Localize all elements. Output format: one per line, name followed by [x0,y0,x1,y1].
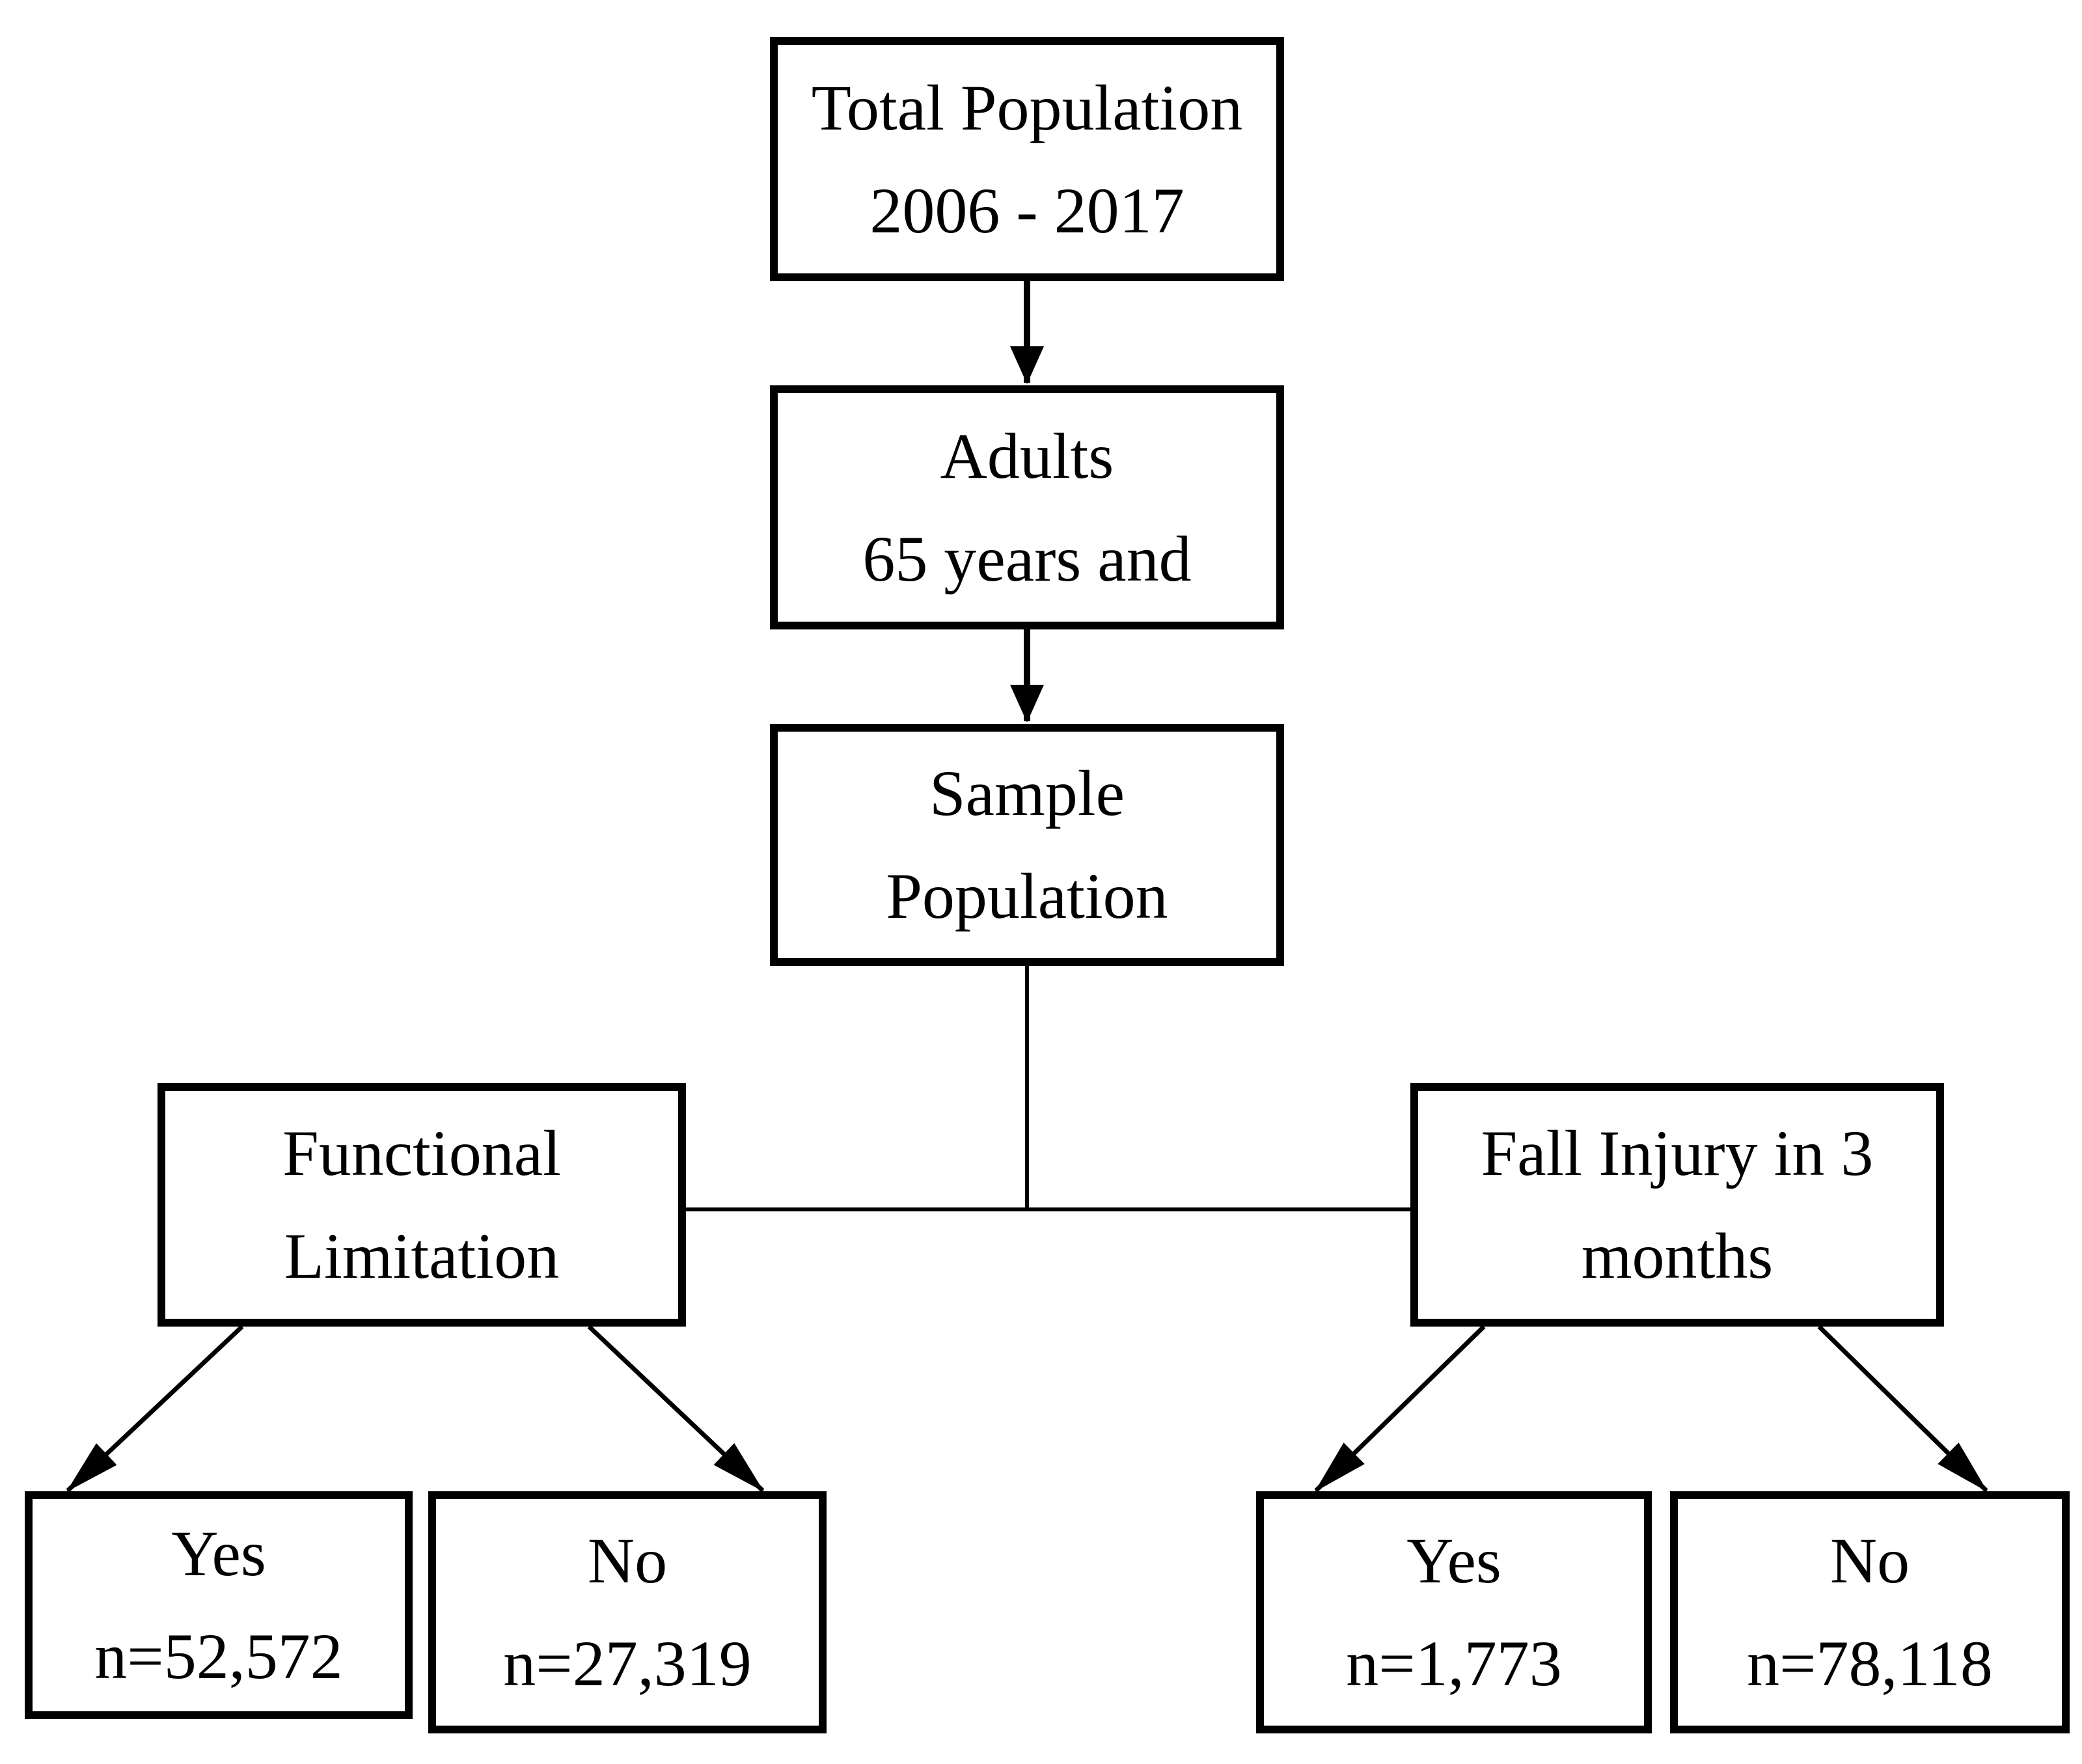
box-text-line: Fall Injury in 3 [1481,1117,1874,1189]
box-text-line: No [1829,1524,1910,1597]
arrow-fallinjury-to-no [1817,1325,1988,1493]
arrow-fallinjury-to-yes [1314,1325,1486,1493]
box-text-line: 2006 - 2017 [870,174,1185,247]
box-text-line: months [1581,1220,1774,1292]
box-text-line: Sample [929,757,1125,829]
box-text-line: Limitation [284,1220,560,1292]
box-text-line: n=52,572 [94,1620,343,1692]
arrow-functional-to-no [587,1325,765,1493]
box-text-line: Functional [282,1117,561,1189]
box-text-line: 65 years and [862,522,1192,595]
box-text-line: Population [886,860,1168,932]
box-text-line: n=78,118 [1747,1627,1993,1700]
box-sample-population: Sample Population [770,724,1284,966]
box-text-line: Yes [1406,1524,1501,1597]
box-functional-no: No n=27,319 [428,1491,827,1733]
box-text-line: No [587,1524,668,1597]
box-total-population: Total Population 2006 - 2017 [770,37,1284,281]
box-text-line: n=1,773 [1346,1627,1562,1700]
box-text-line: n=27,319 [503,1627,752,1700]
box-fallinjury-no: No n=78,118 [1670,1491,2070,1733]
box-text-line: Yes [171,1517,266,1590]
box-functional-limitation: Functional Limitation [158,1083,686,1327]
box-functional-yes: Yes n=52,572 [25,1491,413,1719]
box-text-line: Adults [940,419,1114,492]
box-fall-injury: Fall Injury in 3 months [1410,1083,1944,1327]
arrow-functional-to-yes [66,1325,244,1493]
box-text-line: Total Population [811,71,1243,144]
box-fallinjury-yes: Yes n=1,773 [1256,1491,1652,1733]
box-adults-65: Adults 65 years and [770,385,1284,629]
